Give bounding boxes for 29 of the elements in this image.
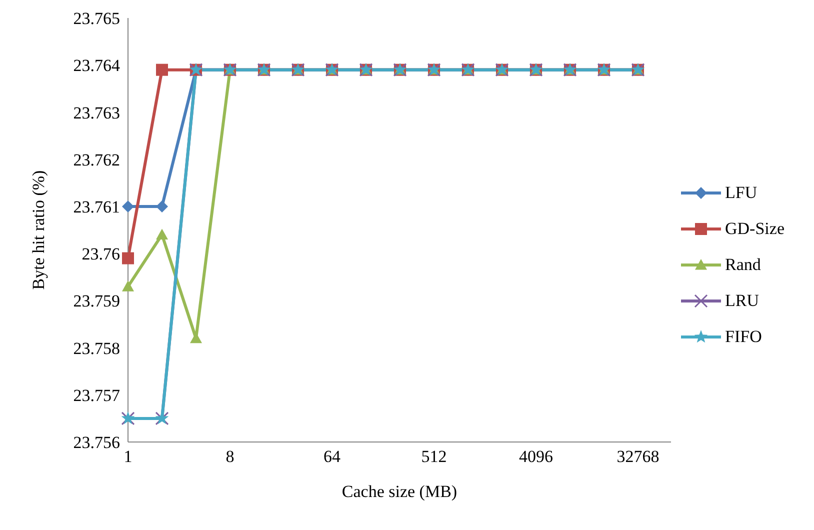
y-tick-label: 23.757	[73, 386, 120, 405]
point	[122, 280, 134, 292]
point	[156, 64, 168, 76]
y-tick-label: 23.76	[82, 244, 120, 264]
x-tick-label: 64	[324, 447, 341, 466]
x-tick-label: 4096	[519, 447, 553, 466]
legend-label: LFU	[725, 183, 758, 203]
y-tick-label: 23.759	[73, 292, 120, 311]
legend-label: FIFO	[725, 327, 762, 347]
legend-label: GD-Size	[725, 219, 784, 239]
x-axis-title: Cache size (MB)	[342, 482, 458, 501]
point	[156, 228, 168, 240]
y-tick-label: 23.756	[73, 433, 120, 452]
x-tick-label: 512	[421, 447, 447, 466]
x-tick-label: 32768	[616, 447, 660, 466]
point	[122, 200, 134, 212]
x-tick-label: 1	[124, 447, 132, 466]
point	[156, 200, 168, 212]
point	[122, 252, 134, 264]
x-tick-label: 8	[226, 447, 234, 466]
legend-label: LRU	[725, 291, 759, 311]
y-tick-label: 23.761	[73, 197, 120, 216]
y-tick-label: 23.764	[73, 56, 120, 76]
y-axis-title: Byte hit ratio (%)	[29, 170, 48, 290]
legend-label: Rand	[725, 255, 761, 275]
y-tick-label: 23.763	[73, 103, 120, 122]
y-tick-label: 23.762	[73, 150, 120, 170]
y-tick-label: 23.765	[73, 9, 120, 28]
y-tick-label: 23.758	[73, 338, 120, 358]
